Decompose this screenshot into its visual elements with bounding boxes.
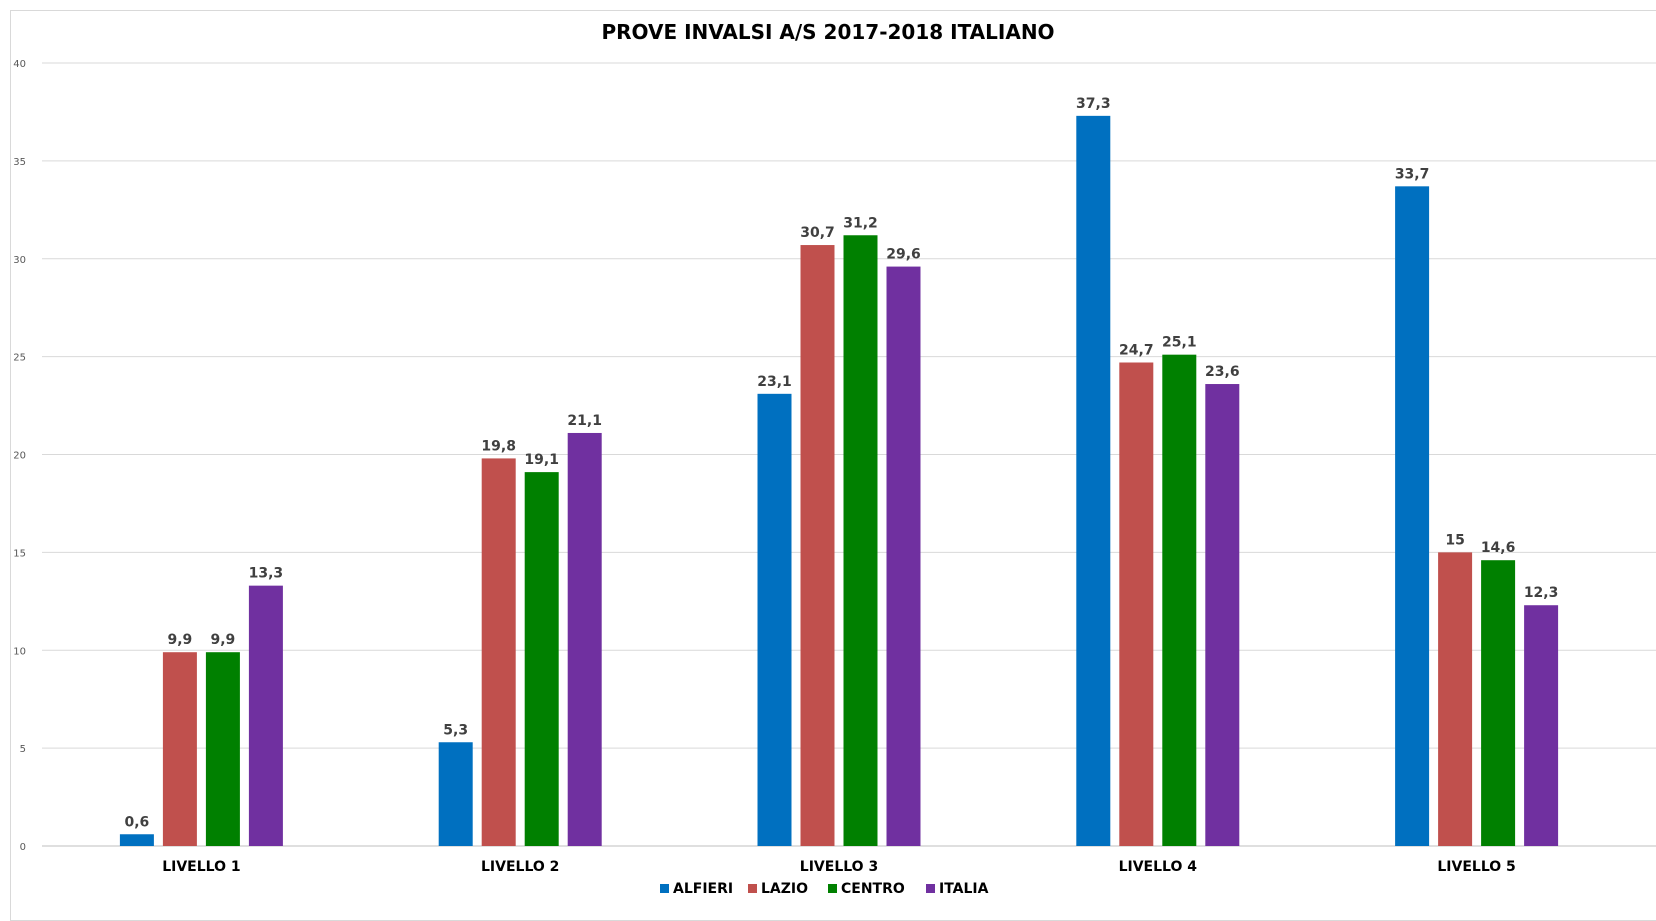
data-label: 13,3 [249,566,284,582]
x-tick-label: LIVELLO 2 [481,859,559,875]
legend-swatch [660,884,669,893]
data-label: 9,9 [167,632,192,648]
data-label: 21,1 [567,413,602,429]
data-label: 0,6 [124,814,149,830]
legend-swatch [748,884,757,893]
bar [1205,384,1240,846]
x-tick-label: LIVELLO 1 [162,859,240,875]
y-tick-label: 5 [20,744,26,755]
x-tick-label: LIVELLO 4 [1119,859,1198,875]
bar [1438,552,1473,846]
bar [886,266,921,847]
bar [843,235,878,846]
bar [438,742,473,846]
data-label: 23,1 [757,374,792,390]
bar [481,458,516,846]
data-label: 5,3 [443,722,468,738]
bar [1162,354,1197,846]
data-label: 31,2 [843,215,878,231]
legend-label: LAZIO [761,881,808,897]
bar [119,834,154,846]
data-label: 24,7 [1119,342,1154,358]
y-tick-label: 0 [20,842,26,853]
y-tick-label: 25 [13,353,26,364]
bar [1395,186,1430,846]
legend-label: ITALIA [939,881,989,897]
data-label: 9,9 [210,632,235,648]
legend-label: ALFIERI [673,881,733,897]
data-label: 19,8 [481,438,516,454]
data-label: 29,6 [886,247,921,263]
legend-swatch [926,884,935,893]
bar [1481,560,1516,846]
bar [1119,362,1154,846]
bar [1524,605,1559,846]
data-label: 14,6 [1481,540,1516,556]
data-label: 30,7 [800,225,835,241]
bar [757,393,792,846]
data-label: 33,7 [1395,166,1430,182]
y-tick-label: 15 [13,548,26,559]
y-tick-label: 40 [13,59,26,70]
legend-label: CENTRO [841,881,905,897]
bar [800,245,835,847]
data-label: 23,6 [1205,364,1240,380]
x-tick-label: LIVELLO 3 [800,859,878,875]
y-tick-label: 30 [13,255,26,266]
chart-title: PROVE INVALSI A/S 2017-2018 ITALIANO [601,20,1055,44]
data-label: 25,1 [1162,335,1197,351]
y-tick-label: 10 [13,646,26,657]
bar [524,472,559,846]
bar [1076,115,1111,847]
bar [248,585,283,846]
legend-swatch [828,884,837,893]
data-label: 37,3 [1076,96,1111,112]
data-label: 19,1 [524,452,559,468]
y-tick-label: 20 [13,451,26,462]
bar [162,652,197,846]
data-label: 12,3 [1524,585,1559,601]
bar [567,432,602,846]
y-tick-label: 35 [13,157,26,168]
data-label: 15 [1445,532,1464,548]
x-tick-label: LIVELLO 5 [1437,859,1515,875]
bar [205,652,240,846]
